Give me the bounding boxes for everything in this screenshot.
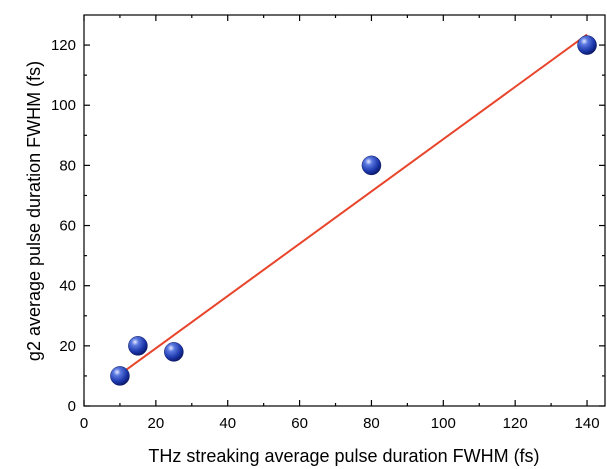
x-axis-title: THz streaking average pulse duration FWH… (148, 446, 539, 466)
data-points-layer (110, 35, 597, 386)
data-point (128, 336, 148, 356)
data-point (361, 155, 382, 176)
y-tick-label: 120 (51, 37, 76, 54)
x-axis-ticks: 0 20 40 60 80 100 120 140 (80, 15, 600, 432)
x-tick-label: 20 (148, 415, 165, 432)
y-tick-label: 60 (59, 218, 76, 235)
fit-line (119, 33, 588, 376)
y-tick-label: 0 (68, 398, 76, 415)
x-tick-label: 80 (363, 415, 380, 432)
x-tick-label: 140 (575, 415, 600, 432)
y-tick-label: 40 (59, 278, 76, 295)
plot-frame (83, 14, 606, 407)
y-tick-label: 20 (59, 338, 76, 355)
data-point (110, 366, 130, 386)
x-tick-label: 0 (80, 415, 88, 432)
y-axis-ticks: 0 20 40 60 80 100 120 (51, 37, 605, 415)
y-tick-label: 100 (51, 97, 76, 114)
x-tick-label: 100 (431, 415, 456, 432)
x-tick-label: 60 (291, 415, 308, 432)
x-tick-label: 40 (219, 415, 236, 432)
data-point (577, 35, 597, 55)
fit-line-layer (119, 33, 588, 376)
y-tick-label: 80 (59, 157, 76, 174)
data-point (164, 342, 184, 362)
x-tick-label: 120 (503, 415, 528, 432)
y-axis-title: g2 average pulse duration FWHM (fs) (24, 61, 44, 361)
